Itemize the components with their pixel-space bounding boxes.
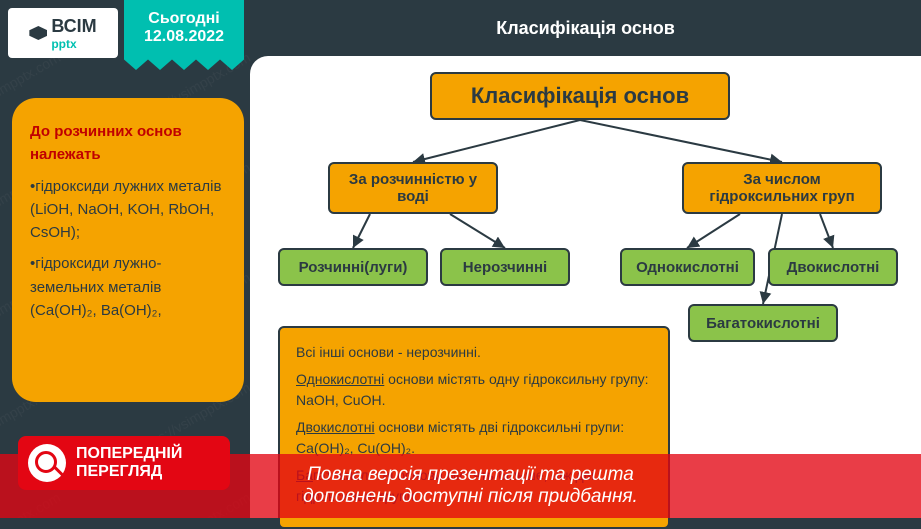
preview-line1: ПОПЕРЕДНІЙ [76, 445, 182, 463]
sidebar-bullet: •гідроксиди лужних металів (LiOH, NaOH, … [30, 175, 226, 245]
diagram-leaf-l5: Багатокислотні [688, 304, 838, 342]
info-line: Однокислотні основи містять одну гідрокс… [296, 369, 652, 411]
logo-main: ВСІМ [51, 16, 96, 36]
diagram-leaf-l3: Однокислотні [620, 248, 755, 286]
content-area: Класифікація основ За розчинністю у воді З… [250, 56, 921, 518]
preview-badge[interactable]: ПОПЕРЕДНІЙ ПЕРЕГЛЯД [18, 436, 230, 490]
date-line2: 12.08.2022 [124, 28, 244, 46]
date-badge: Сьогодні 12.08.2022 [124, 0, 244, 70]
banner-text: Повна версія презентації та решта доповн… [260, 464, 681, 508]
graduation-cap-icon [29, 26, 47, 40]
diagram-leaf-l4: Двокислотні [768, 248, 898, 286]
magnifier-icon [28, 444, 66, 482]
sidebar-text-box: До розчинних основ належать •гідроксиди … [12, 98, 244, 402]
diagram-leaf-l1: Розчинні(луги) [278, 248, 428, 286]
diagram-mid-m1: За розчинністю у воді [328, 162, 498, 214]
preview-line2: ПЕРЕГЛЯД [76, 463, 182, 481]
diagram-leaf-l2: Нерозчинні [440, 248, 570, 286]
classification-diagram: Класифікація основ За розчинністю у воді З… [250, 56, 921, 518]
logo-badge: ВСІМ pptx [8, 8, 118, 58]
logo-sub: pptx [51, 37, 96, 51]
info-line: Двокислотні основи містять дві гідроксил… [296, 417, 652, 459]
slide-title: Класифікація основ [496, 18, 675, 39]
diagram-mid-m2: За числом гідроксильних груп [682, 162, 882, 214]
sidebar-bullet: •гідроксиди лужно-земельних металів (Ca(… [30, 252, 226, 322]
slide-title-bar: Класифікація основ [250, 0, 921, 56]
sidebar-heading: До розчинних основ належать [30, 120, 226, 167]
diagram-root: Класифікація основ [430, 72, 730, 120]
date-line1: Сьогодні [124, 10, 244, 28]
info-line: Всі інші основи - нерозчинні. [296, 342, 652, 363]
